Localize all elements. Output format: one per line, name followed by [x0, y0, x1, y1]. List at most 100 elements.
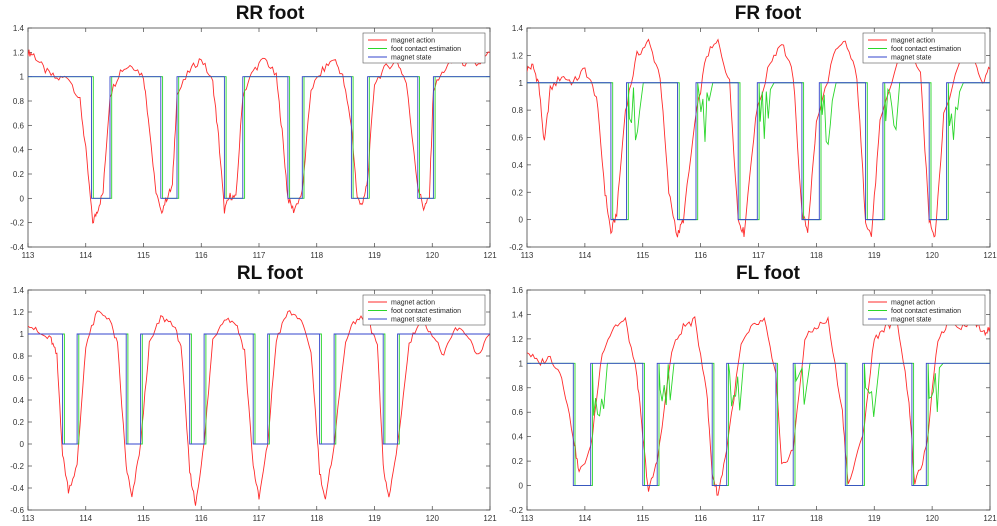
legend-entry: magnet action: [391, 38, 435, 45]
legend-entry: magnet action: [391, 300, 435, 307]
series-magnet-action: [28, 310, 490, 506]
x-tick-label: 121: [483, 514, 497, 523]
y-tick-label: 0: [20, 194, 25, 203]
y-tick-label: 1.4: [13, 286, 25, 295]
y-tick-label: 0.4: [512, 433, 524, 442]
x-tick-label: 119: [868, 514, 881, 523]
axes-box: [526, 27, 991, 248]
y-tick-label: 0.4: [13, 396, 25, 405]
x-tick-label: 117: [253, 514, 266, 523]
x-tick-label: 120: [925, 514, 939, 523]
x-tick-label: 115: [636, 251, 649, 260]
y-tick-label: 1.2: [512, 51, 524, 60]
y-tick-label: 1.4: [13, 24, 25, 33]
legend-entry: magnet state: [891, 55, 932, 62]
x-tick-label: 121: [983, 251, 997, 260]
y-tick-label: 0.2: [512, 457, 524, 466]
y-tick-label: 1.4: [512, 24, 524, 33]
y-tick-label: 0.2: [13, 170, 25, 179]
legend-entry: magnet state: [391, 55, 432, 62]
y-tick-label: -0.4: [10, 243, 24, 252]
x-tick-label: 116: [694, 514, 707, 523]
y-tick-label: 0.8: [512, 384, 524, 393]
y-tick-label: 0.4: [512, 161, 524, 170]
y-tick-label: 1.2: [13, 48, 25, 57]
plot-area: [28, 49, 490, 224]
y-tick-label: 0.4: [13, 146, 25, 155]
y-tick-label: 0.8: [512, 106, 524, 115]
y-tick-label: -0.4: [10, 484, 24, 493]
plot-area: [527, 316, 990, 496]
chart-panel-0: RR foot -0.4 -0.2 0 0.2 0.4 0.6 0.8 1 1.2 1.4 113 11…: [10, 3, 497, 260]
x-tick-label: 114: [79, 514, 92, 523]
chart-panel-3: FL foot -0.2 0 0.2 0.4 0.6 0.8 1 1.2 1.4 1.6 113 114…: [509, 263, 997, 523]
x-tick-label: 118: [810, 514, 823, 523]
x-tick-label: 115: [636, 514, 649, 523]
chart-title: RL foot: [237, 263, 304, 284]
y-tick-label: 1.2: [512, 335, 524, 344]
y-tick-label: 0.8: [13, 352, 25, 361]
x-tick-label: 116: [694, 251, 707, 260]
chart-title: FL foot: [736, 263, 801, 284]
y-tick-label: 0.6: [512, 408, 524, 417]
plot-area: [28, 310, 490, 506]
x-tick-label: 117: [752, 514, 765, 523]
series-magnet-action: [28, 49, 490, 224]
y-tick-label: -0.2: [509, 243, 523, 252]
x-tick-label: 114: [79, 251, 92, 260]
y-tick-label: 0: [519, 216, 524, 225]
legend-entry: foot contact estimation: [391, 308, 461, 315]
x-tick-label: 116: [195, 514, 208, 523]
series-magnet-state: [527, 362, 990, 487]
legend-entry: foot contact estimation: [391, 46, 461, 53]
y-tick-label: 1: [20, 330, 25, 339]
x-tick-label: 115: [137, 251, 150, 260]
x-tick-label: 115: [137, 514, 150, 523]
legend-entry: magnet state: [391, 317, 432, 324]
x-tick-label: 114: [578, 514, 591, 523]
legend-entry: foot contact estimation: [891, 308, 961, 315]
legend-entry: magnet action: [891, 38, 935, 45]
series-magnet-state: [28, 333, 490, 445]
x-tick-label: 119: [868, 251, 881, 260]
y-tick-label: 1: [20, 73, 25, 82]
x-tick-label: 118: [310, 251, 323, 260]
x-tick-label: 120: [426, 251, 440, 260]
chart-panel-1: FR foot -0.2 0 0.2 0.4 0.6 0.8 1 1.2 1.4 113 114 115…: [509, 3, 997, 260]
x-tick-label: 120: [925, 251, 939, 260]
y-tick-label: -0.2: [10, 219, 24, 228]
series-magnet-state: [28, 76, 490, 199]
x-tick-label: 113: [521, 251, 534, 260]
x-tick-label: 118: [810, 251, 823, 260]
y-tick-label: -0.2: [10, 462, 24, 471]
axes-box: [27, 289, 491, 511]
x-tick-label: 116: [195, 251, 208, 260]
x-tick-label: 119: [368, 514, 381, 523]
legend-entry: foot contact estimation: [891, 46, 961, 53]
y-tick-label: 0: [519, 482, 524, 491]
y-tick-label: 0.2: [13, 418, 25, 427]
y-tick-label: 0.2: [512, 188, 524, 197]
x-tick-label: 119: [368, 251, 381, 260]
y-tick-label: 1.2: [13, 308, 25, 317]
y-tick-label: -0.6: [10, 506, 24, 515]
y-tick-label: -0.2: [509, 506, 523, 515]
y-tick-label: 0.6: [13, 374, 25, 383]
x-tick-label: 120: [426, 514, 440, 523]
x-tick-label: 113: [22, 251, 35, 260]
x-tick-label: 114: [578, 251, 591, 260]
x-tick-label: 113: [521, 514, 534, 523]
x-tick-label: 121: [983, 514, 997, 523]
y-tick-label: 0.8: [13, 97, 25, 106]
x-tick-label: 121: [483, 251, 497, 260]
legend-entry: magnet state: [891, 317, 932, 324]
chart-title: RR foot: [236, 3, 305, 24]
x-tick-label: 118: [310, 514, 323, 523]
y-tick-label: 1: [519, 79, 524, 88]
y-tick-label: 1.4: [512, 310, 524, 319]
